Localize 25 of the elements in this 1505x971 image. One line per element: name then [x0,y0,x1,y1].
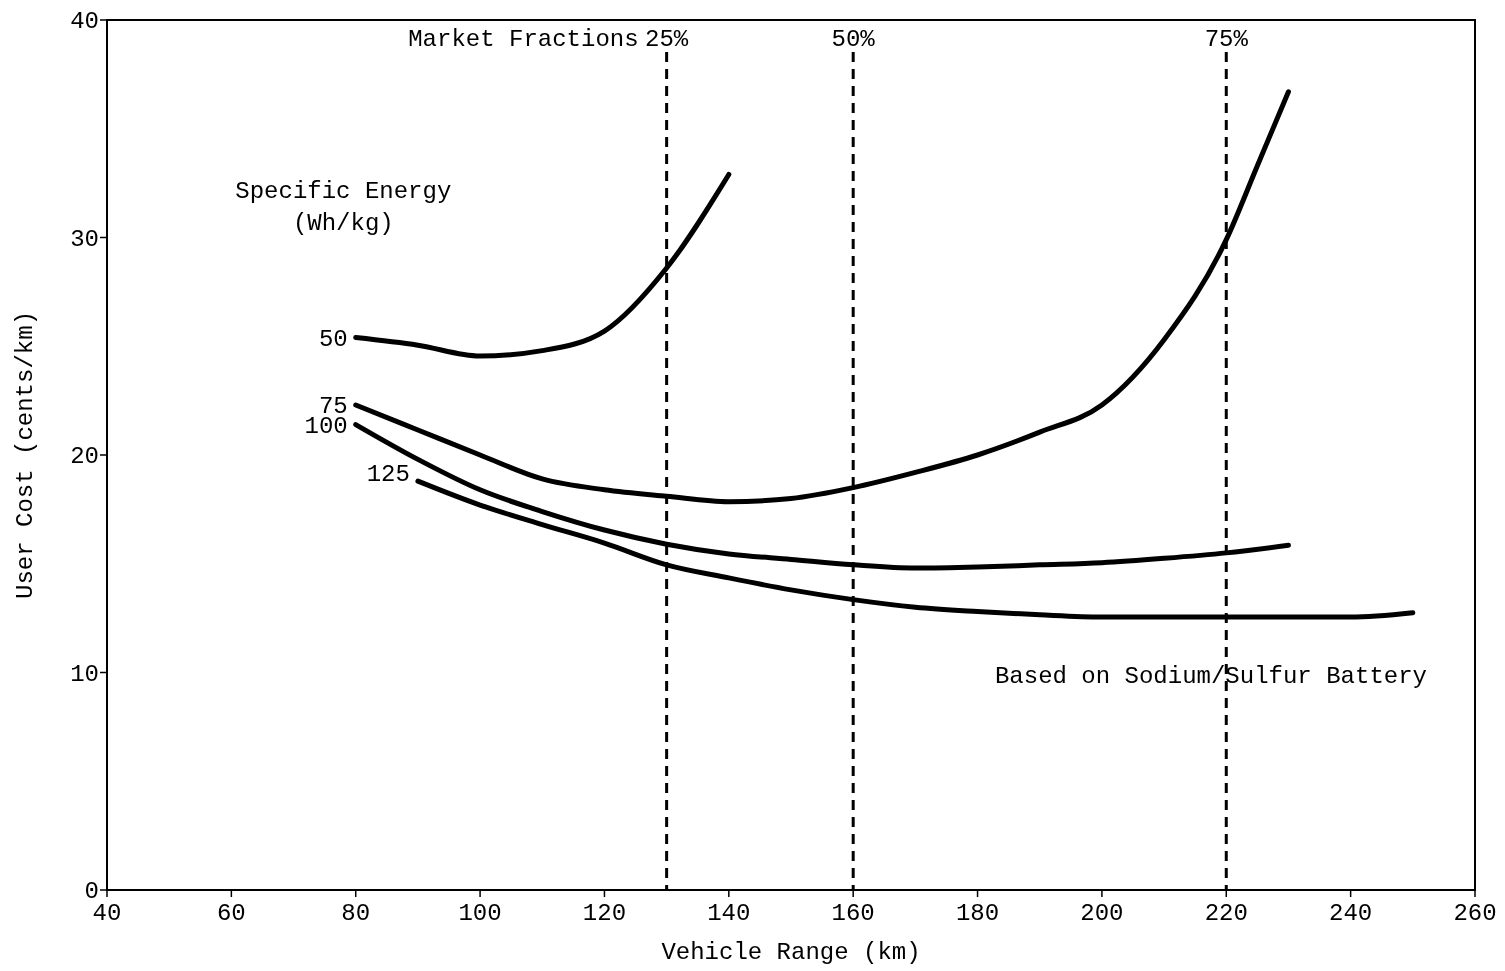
series-label: 125 [366,461,410,489]
y-tick-label: 20 [70,443,99,470]
annotation: 50% [831,26,876,53]
legend-title: Specific Energy (Wh/kg) [235,178,452,238]
x-tick-label: 260 [1453,900,1497,927]
x-tick-label: 140 [707,900,751,927]
y-tick-label: 40 [70,8,99,35]
x-tick-label: 220 [1204,900,1248,927]
annotation: Based on Sodium/Sulfur Battery [994,663,1427,691]
x-tick-label: 60 [216,900,246,927]
x-axis-title: Vehicle Range (km) [661,939,921,966]
y-tick-label: 10 [70,660,99,688]
x-tick-label: 200 [1080,900,1124,927]
x-tick-label: 160 [831,900,875,927]
x-tick-label: 80 [341,900,371,927]
y-axis-title: User Cost (cents/km) [12,310,39,600]
annotation: 75% [1204,26,1249,53]
series-label: 50 [318,325,348,353]
x-tick-label: 100 [458,900,502,927]
x-tick-label: 240 [1329,900,1373,927]
y-tick-label: 30 [70,225,99,253]
annotation: 25% [645,26,689,53]
annotation: Market Fractions [408,26,639,53]
x-tick-label: 180 [955,900,1000,927]
x-tick-label: 120 [582,900,627,927]
